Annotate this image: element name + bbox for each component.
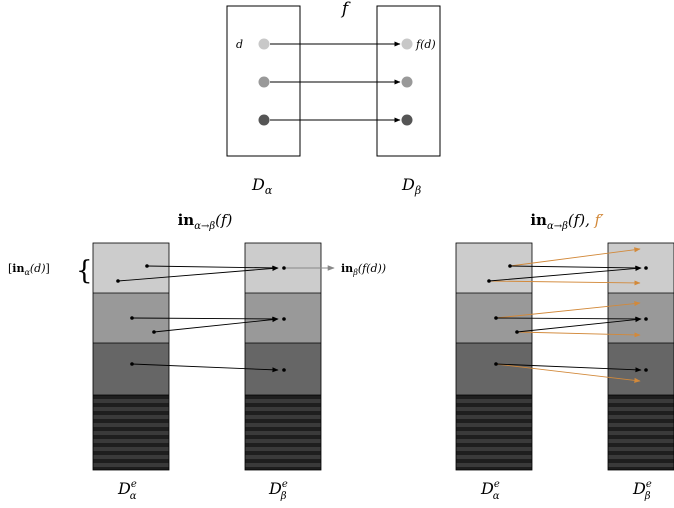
br-orange-arrow-3 xyxy=(495,301,641,319)
bottom-right-title: inα→β(f), f′ xyxy=(530,211,604,232)
element-label: d xyxy=(236,38,243,51)
br-arrow-2 xyxy=(488,265,642,282)
right-set-label: Dβ xyxy=(401,175,421,197)
left-set-box xyxy=(226,5,301,157)
bl-right-label: De β xyxy=(268,479,288,502)
bottom-left-diagram: inα→β(f) [inα(d)] { xyxy=(8,211,386,502)
br-arrow-5 xyxy=(495,363,642,373)
left-dot-3 xyxy=(258,114,270,126)
output-label: inβ(f(d)) xyxy=(341,262,386,277)
br-arrow-3 xyxy=(495,316,642,322)
br-left-label: De α xyxy=(480,479,500,502)
bottom-left-title: inα→β(f) xyxy=(178,211,233,232)
br-arrow-4 xyxy=(516,317,642,333)
br-right-column-domain xyxy=(607,242,674,471)
right-column-domain xyxy=(244,242,322,471)
br-left-column-domain xyxy=(455,242,533,471)
right-dot-3 xyxy=(401,114,413,126)
br-orange-arrow-2 xyxy=(488,280,641,286)
bl-arrow-5 xyxy=(131,363,279,373)
br-orange-arrow-5 xyxy=(495,363,641,383)
left-dot-2 xyxy=(258,76,270,88)
bl-left-label: De α xyxy=(117,479,137,502)
right-dot-1 xyxy=(401,38,413,50)
right-set-box xyxy=(376,5,441,157)
class-label: [inα(d)] xyxy=(8,262,50,277)
bottom-right-diagram: inα→β(f), f′ xyxy=(455,211,674,502)
br-arrow-1 xyxy=(509,265,642,271)
map-label: f xyxy=(340,0,351,19)
bl-arrow-1 xyxy=(146,265,279,271)
left-set-label: Dα xyxy=(251,175,273,197)
image-label: f(d) xyxy=(415,38,436,51)
top-diagram: f d f(d) Dα Dβ xyxy=(226,0,441,197)
right-dot-2 xyxy=(401,76,413,88)
class-brace: { xyxy=(76,256,93,286)
br-orange-arrow-1 xyxy=(509,247,641,267)
left-dot-1 xyxy=(258,38,270,50)
br-right-label: De β xyxy=(632,479,652,502)
bl-arrow-2 xyxy=(117,265,279,282)
bl-arrow-3 xyxy=(131,316,279,322)
left-column-domain xyxy=(92,242,170,471)
bl-arrow-4 xyxy=(153,317,279,333)
br-orange-arrow-4 xyxy=(516,331,641,338)
